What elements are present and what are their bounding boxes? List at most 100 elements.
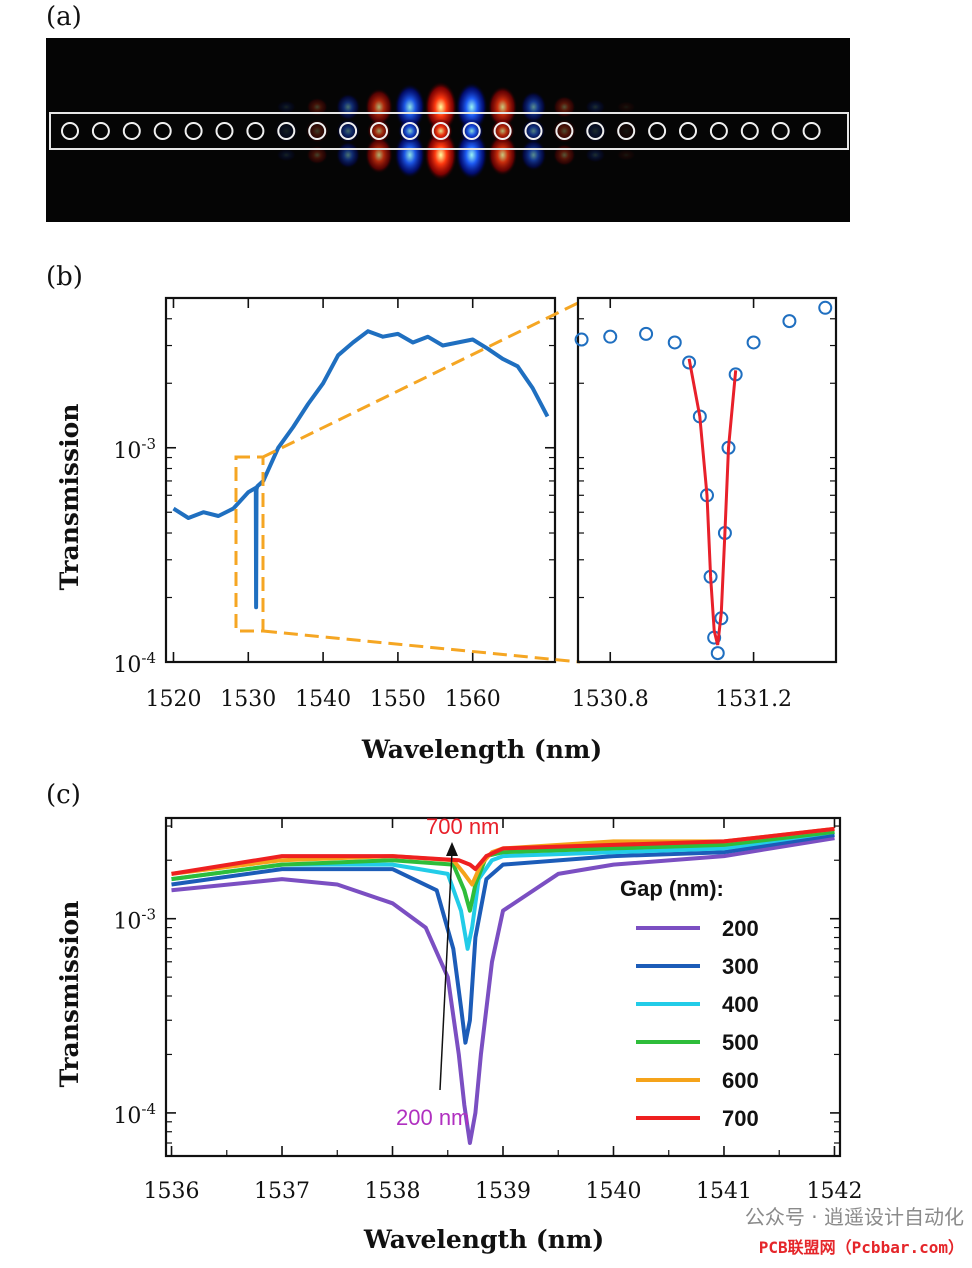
- watermark-line-1: 公众号 · 逍遥设计自动化: [744, 1205, 964, 1229]
- legend-label-700: 700: [722, 1106, 759, 1131]
- x-tick-label: 1541: [696, 1179, 752, 1204]
- field-lobe-lower: [616, 149, 636, 161]
- plot-frame-b-inset: [576, 296, 838, 664]
- y-tick-label: 10-4: [113, 649, 156, 678]
- hole-circle: [91, 122, 110, 140]
- chart-c: 1536 1537 1538 1539 1540 1541 1542 10-3 10-4 Gap…: [113, 814, 862, 1204]
- hole-circle: [679, 122, 697, 140]
- hole-circle: [555, 122, 574, 140]
- hole-circle: [61, 122, 79, 140]
- x-tick-label: 1536: [144, 1179, 200, 1204]
- hole-circle: [277, 122, 296, 140]
- field-lobe-lower: [394, 131, 426, 179]
- c-series: [171, 826, 835, 1145]
- zoom-box: [234, 455, 265, 633]
- field-lobe-upper: [335, 93, 361, 121]
- field-lobe-upper: [487, 85, 518, 129]
- hole-circle: [153, 122, 172, 140]
- hole-circle: [648, 122, 667, 140]
- x-tick-label: 1538: [365, 1179, 421, 1204]
- panel-label-a: (a): [46, 2, 82, 32]
- series-line-400: [171, 829, 835, 951]
- field-lobe-upper: [520, 90, 547, 124]
- hole-circle: [431, 122, 450, 140]
- field-lobe-lower: [306, 145, 329, 165]
- x-tick-label: 1530: [220, 687, 276, 712]
- field-lobe-lower: [276, 148, 297, 162]
- panel-label-c: (c): [46, 780, 81, 810]
- measured-point: [710, 646, 725, 661]
- annotation-arrow: [439, 851, 453, 1091]
- legend-label-200: 200: [722, 916, 759, 941]
- annotation-200nm: 200 nm: [396, 1105, 469, 1130]
- x-tick-label: 1540: [585, 1179, 641, 1204]
- watermark-line-2: PCB联盟网（Pcbbar.com）: [758, 1238, 964, 1257]
- field-image: [46, 38, 850, 222]
- zoom-line-bottom: [262, 629, 581, 664]
- hole-circle: [493, 122, 512, 140]
- field-lobe-upper: [616, 101, 636, 113]
- hole-row: [61, 122, 821, 140]
- series-line-300: [171, 832, 835, 1045]
- measured-point: [667, 335, 682, 350]
- hole-circle: [462, 122, 481, 140]
- x-tick-label: 1530.8: [572, 687, 649, 712]
- y-axis-title-c: Transmission: [55, 901, 84, 1088]
- legend-label-300: 300: [722, 954, 759, 979]
- hole-circle: [246, 122, 265, 140]
- hole-circle: [802, 122, 821, 140]
- field-lobe-upper: [306, 97, 329, 117]
- zoom-line-top: [262, 300, 581, 459]
- hole-circle: [586, 122, 605, 140]
- y-axis-title-b: Transmission: [55, 404, 84, 591]
- chart-b-inset: 1530.8 1531.2: [572, 296, 838, 712]
- measured-point: [782, 314, 797, 329]
- x-tick-label: 1560: [445, 687, 501, 712]
- b-inset-series: [574, 300, 833, 661]
- field-lobe-upper: [552, 95, 576, 119]
- b-main-series: [172, 329, 550, 610]
- field-lobe-lower: [487, 133, 518, 177]
- x-tick-label: 1531.2: [715, 687, 792, 712]
- measured-point: [574, 332, 589, 347]
- hole-circle: [308, 122, 327, 140]
- hole-circle: [184, 122, 203, 140]
- x-tick-label: 1542: [806, 1179, 862, 1204]
- plot-frame-b-main: [164, 296, 557, 664]
- legend-label-400: 400: [722, 992, 759, 1017]
- y-tick-label: 10-3: [113, 435, 156, 464]
- field-lobe-upper: [455, 81, 488, 133]
- x-tick-label: 1550: [370, 687, 426, 712]
- hole-circle: [122, 122, 141, 140]
- panel-label-b: (b): [46, 262, 83, 292]
- hole-circle: [709, 122, 728, 140]
- legend-label-600: 600: [722, 1068, 759, 1093]
- measured-point: [603, 329, 618, 344]
- c-ticks: 1536 1537 1538 1539 1540 1541 1542 10-3 10-4: [113, 818, 862, 1204]
- field-lobe-upper: [424, 81, 458, 133]
- field-lobe-lower: [520, 138, 547, 172]
- field-lobe-upper: [585, 99, 606, 115]
- field-lobe-upper: [394, 83, 426, 131]
- hole-circle: [400, 122, 419, 140]
- legend-label-500: 500: [722, 1030, 759, 1055]
- field-lobe-lower: [455, 129, 488, 181]
- b-main-ticks: 1520 1530 1540 1550 1560 10-3 10-4: [113, 297, 555, 712]
- x-axis-title-c: Wavelength (nm): [363, 1225, 604, 1254]
- watermark: 公众号 · 逍遥设计自动化 PCB联盟网（Pcbbar.com）: [745, 1201, 964, 1258]
- series-line-500: [171, 829, 835, 913]
- hole-circle: [524, 122, 543, 140]
- x-tick-label: 1537: [254, 1179, 310, 1204]
- hole-circle: [617, 122, 636, 140]
- legend-title: Gap (nm):: [620, 876, 724, 901]
- measured-point: [818, 300, 833, 315]
- annotation-700nm: 700 nm: [426, 814, 499, 839]
- x-tick-label: 1540: [295, 687, 351, 712]
- chart-b-main: 1520 1530 1540 1550 1560 10-3 10-4: [113, 296, 581, 712]
- hole-circle: [771, 122, 790, 140]
- field-lobe-upper: [364, 88, 394, 126]
- y-tick-label: 10-4: [113, 1100, 156, 1129]
- x-tick-label: 1539: [475, 1179, 531, 1204]
- hole-circle: [370, 122, 388, 140]
